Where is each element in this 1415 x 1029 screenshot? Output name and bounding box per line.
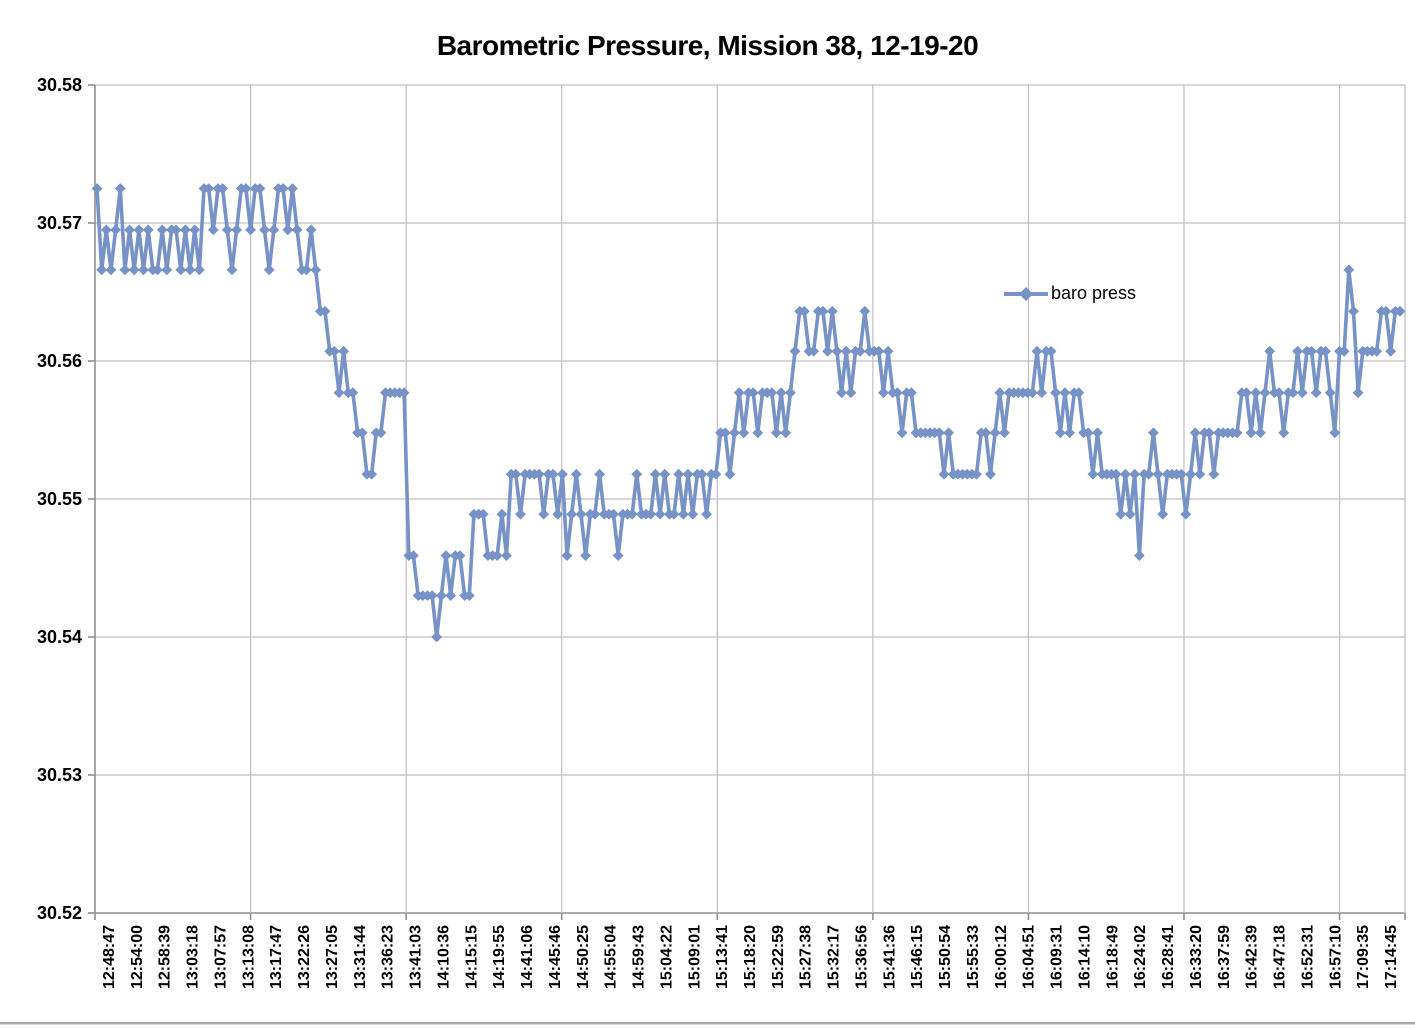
svg-text:15:18:20: 15:18:20	[742, 925, 759, 989]
svg-text:16:47:18: 16:47:18	[1272, 925, 1289, 989]
svg-text:30.55: 30.55	[37, 489, 82, 509]
svg-text:16:42:39: 16:42:39	[1244, 925, 1261, 989]
svg-text:15:32:17: 15:32:17	[826, 925, 843, 989]
svg-text:15:46:15: 15:46:15	[909, 925, 926, 989]
svg-text:15:09:01: 15:09:01	[686, 925, 703, 989]
svg-text:15:41:36: 15:41:36	[881, 925, 898, 989]
svg-text:13:03:18: 13:03:18	[185, 925, 202, 989]
svg-text:13:31:44: 13:31:44	[352, 925, 369, 989]
svg-text:16:18:49: 16:18:49	[1104, 925, 1121, 989]
svg-text:16:04:51: 16:04:51	[1021, 925, 1038, 989]
svg-text:14:45:46: 14:45:46	[547, 925, 564, 989]
svg-text:16:24:02: 16:24:02	[1132, 925, 1149, 989]
svg-text:14:19:55: 14:19:55	[491, 925, 508, 989]
svg-text:30.57: 30.57	[37, 213, 82, 233]
svg-text:14:50:25: 14:50:25	[575, 925, 592, 989]
legend-label: baro press	[1051, 283, 1137, 303]
svg-text:13:22:26: 13:22:26	[296, 925, 313, 989]
svg-text:15:22:59: 15:22:59	[770, 925, 787, 989]
svg-text:14:10:36: 14:10:36	[435, 925, 452, 989]
svg-text:13:36:23: 13:36:23	[380, 925, 397, 989]
svg-text:12:54:00: 12:54:00	[129, 925, 146, 989]
svg-text:15:04:22: 15:04:22	[658, 925, 675, 989]
svg-text:16:57:10: 16:57:10	[1327, 925, 1344, 989]
series-line	[95, 186, 1400, 639]
legend-marker-icon	[1004, 286, 1048, 301]
svg-text:15:36:56: 15:36:56	[853, 925, 870, 989]
chart-title: Barometric Pressure, Mission 38, 12-19-2…	[436, 30, 979, 61]
svg-text:30.53: 30.53	[37, 765, 82, 785]
svg-text:16:33:20: 16:33:20	[1188, 925, 1205, 989]
svg-text:30.56: 30.56	[37, 351, 82, 371]
svg-text:14:59:43: 14:59:43	[631, 925, 648, 989]
series-markers	[91, 183, 1406, 643]
svg-text:14:55:04: 14:55:04	[603, 925, 620, 989]
svg-text:15:27:38: 15:27:38	[798, 925, 815, 989]
svg-text:16:52:31: 16:52:31	[1299, 925, 1316, 989]
svg-text:30.54: 30.54	[37, 627, 82, 647]
svg-text:12:58:39: 12:58:39	[157, 925, 174, 989]
svg-text:13:41:03: 13:41:03	[408, 925, 425, 989]
svg-text:15:50:54: 15:50:54	[937, 925, 954, 989]
svg-text:16:14:10: 16:14:10	[1076, 925, 1093, 989]
svg-text:16:28:41: 16:28:41	[1160, 925, 1177, 989]
svg-text:13:27:05: 13:27:05	[324, 925, 341, 989]
svg-text:16:09:31: 16:09:31	[1049, 925, 1066, 989]
svg-text:30.52: 30.52	[37, 903, 82, 923]
svg-text:17:14:45: 17:14:45	[1383, 925, 1400, 989]
svg-text:15:13:41: 15:13:41	[714, 925, 731, 989]
svg-text:30.58: 30.58	[37, 75, 82, 95]
svg-text:16:37:59: 16:37:59	[1216, 925, 1233, 989]
svg-text:13:13:08: 13:13:08	[240, 925, 257, 989]
svg-text:12:48:47: 12:48:47	[101, 925, 118, 989]
svg-text:15:55:33: 15:55:33	[965, 925, 982, 989]
svg-text:17:09:35: 17:09:35	[1355, 925, 1372, 989]
legend: baro press	[1003, 283, 1136, 304]
window-bottom-edge	[0, 1022, 1415, 1025]
svg-text:13:17:47: 13:17:47	[268, 925, 285, 989]
svg-text:14:15:15: 14:15:15	[463, 925, 480, 989]
svg-text:13:07:57: 13:07:57	[212, 925, 229, 989]
svg-text:14:41:06: 14:41:06	[519, 925, 536, 989]
svg-text:16:00:12: 16:00:12	[993, 925, 1010, 989]
